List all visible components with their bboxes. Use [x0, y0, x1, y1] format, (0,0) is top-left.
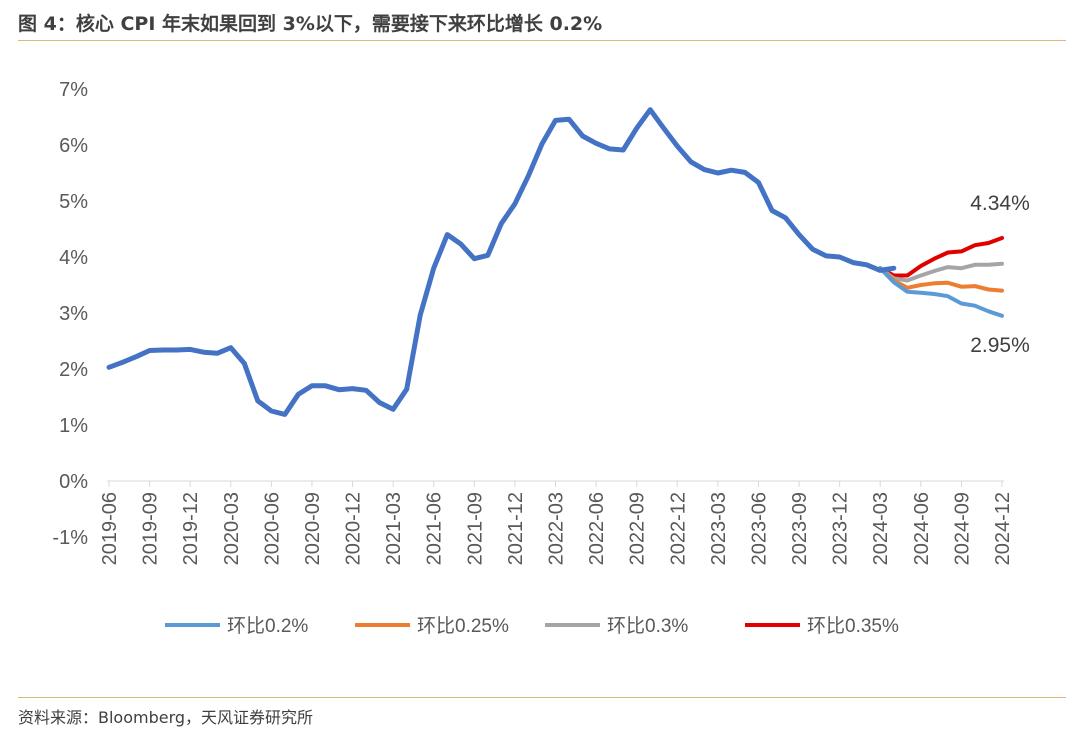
y-tick-label: 0% [59, 471, 88, 493]
history-line [106, 107, 897, 417]
x-tick-label: 2022-12 [667, 492, 689, 565]
y-tick-label: 4% [59, 247, 88, 269]
x-tick-label: 2022-03 [546, 492, 568, 565]
legend-label: 环比0.25% [417, 615, 509, 637]
y-tick-label: 3% [59, 303, 88, 325]
x-tick-label: 2021-09 [464, 492, 486, 565]
x-tick-label: 2019-12 [180, 492, 202, 565]
y-tick-label: 7% [59, 79, 88, 101]
x-tick-label: 2019-09 [140, 492, 162, 565]
legend-label: 环比0.35% [807, 615, 899, 637]
data-label-low: 2.95% [970, 334, 1030, 357]
legend-label: 环比0.3% [607, 615, 688, 637]
x-tick-label: 2024-09 [951, 492, 973, 565]
source-note: 资料来源：Bloomberg，天风证券研究所 [18, 708, 314, 727]
series-line-环比0.2% [878, 266, 1004, 318]
x-tick-label: 2021-12 [505, 492, 527, 565]
x-tick-label: 2020-06 [261, 492, 283, 565]
y-tick-label: 6% [59, 135, 88, 157]
figure-title: 图 4：核心 CPI 年末如果回到 3%以下，需要接下来环比增长 0.2% [18, 13, 603, 35]
x-tick-label: 2020-12 [343, 492, 365, 565]
x-tick-label: 2020-03 [221, 492, 243, 565]
y-tick-label: 2% [59, 359, 88, 381]
series-line-环比0.25% [878, 266, 1004, 293]
series-line-环比0.3% [878, 261, 1004, 283]
y-tick-label: 5% [59, 191, 88, 213]
x-tick-label: 2023-03 [708, 492, 730, 565]
x-tick-label: 2019-06 [99, 492, 121, 565]
legend-label: 环比0.2% [227, 615, 308, 637]
x-tick-label: 2020-09 [302, 492, 324, 565]
x-tick-label: 2023-06 [748, 492, 770, 565]
x-tick-label: 2024-03 [870, 492, 892, 565]
x-tick-label: 2023-09 [789, 492, 811, 565]
x-tick-label: 2022-09 [627, 492, 649, 565]
x-tick-label: 2022-06 [586, 492, 608, 565]
x-tick-label: 2021-06 [424, 492, 446, 565]
x-tick-label: 2021-03 [383, 492, 405, 565]
y-tick-label: 1% [59, 415, 88, 437]
x-tick-label: 2023-12 [830, 492, 852, 565]
x-tick-label: 2024-06 [911, 492, 933, 565]
series-line-环比0.35% [878, 236, 1004, 278]
y-tick-label: -1% [52, 527, 88, 549]
title-divider [18, 40, 1066, 41]
x-tick-label: 2024-12 [992, 492, 1014, 565]
data-label-high: 4.34% [970, 192, 1030, 215]
source-divider [18, 697, 1066, 698]
